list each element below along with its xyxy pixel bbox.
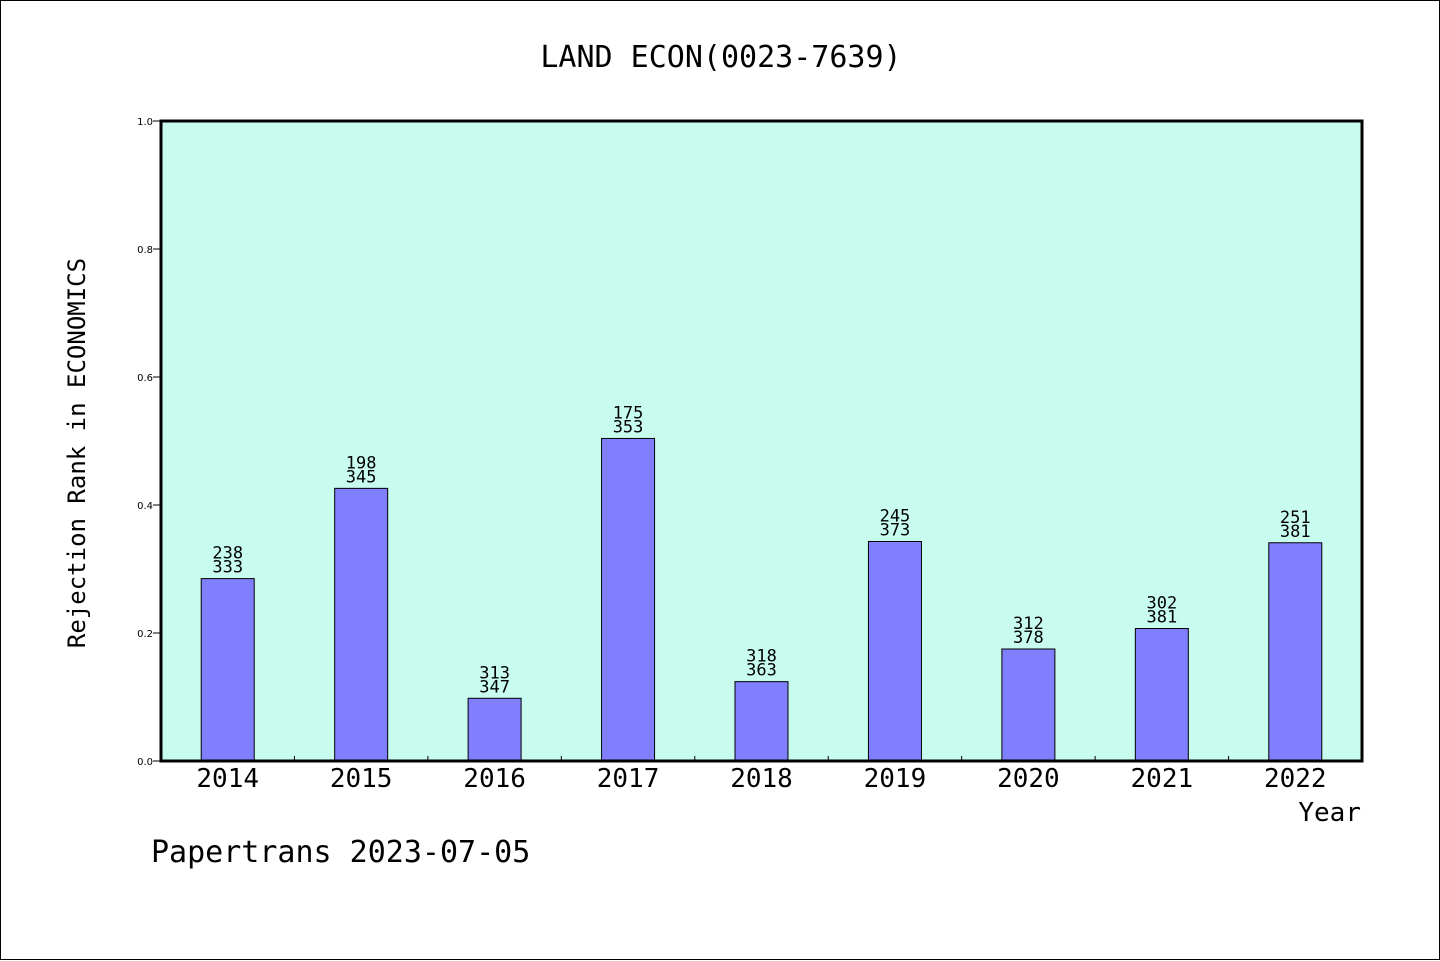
bar-2021 xyxy=(1134,628,1189,762)
x-tick-label: 2014 xyxy=(196,764,259,794)
bar-2014 xyxy=(200,578,255,762)
x-tick-label: 2022 xyxy=(1264,764,1327,794)
x-tick-label: 2021 xyxy=(1131,764,1194,794)
bar-label-bottom: 353 xyxy=(613,417,644,437)
bar-2022 xyxy=(1268,542,1323,762)
y-axis-ticks: 0.0 0.2 0.4 0.6 0.8 1.0 xyxy=(137,117,161,768)
bar-label-bottom: 333 xyxy=(212,558,243,578)
bar-2020 xyxy=(1001,648,1056,762)
bar-label-top: 245 xyxy=(880,506,911,526)
y-axis-label: Rejection Rank in ECONOMICS xyxy=(63,258,91,648)
bars: 2383331983453133471753533183632453733123… xyxy=(200,403,1323,762)
bar-label-top: 312 xyxy=(1013,614,1044,634)
bar-label-bottom: 363 xyxy=(746,661,777,681)
y-tick-label: 0.2 xyxy=(137,629,153,640)
bar-label-bottom: 345 xyxy=(346,467,377,487)
bar-label-bottom: 381 xyxy=(1280,522,1311,542)
bar-label-top: 251 xyxy=(1280,508,1311,528)
bar-label-bottom: 378 xyxy=(1013,628,1044,648)
bar-2017 xyxy=(601,437,656,762)
x-axis-label: Year xyxy=(1298,798,1361,828)
x-tick-label: 2017 xyxy=(597,764,660,794)
bar-label-bottom: 381 xyxy=(1146,608,1177,628)
x-tick-label: 2016 xyxy=(463,764,526,794)
bar-2015 xyxy=(334,487,389,762)
x-tick-label: 2018 xyxy=(730,764,793,794)
y-tick-label: 0.0 xyxy=(137,757,153,768)
chart-title: LAND ECON(0023-7639) xyxy=(540,40,901,75)
y-tick-label: 0.6 xyxy=(137,373,153,384)
bar-label-top: 198 xyxy=(346,453,377,473)
x-tick-label: 2019 xyxy=(864,764,927,794)
y-tick-label: 1.0 xyxy=(137,117,153,128)
bar-label-bottom: 373 xyxy=(880,520,911,540)
bar-2018 xyxy=(734,681,789,762)
footer-credit: Papertrans 2023-07-05 xyxy=(151,835,531,870)
x-tick-label: 2015 xyxy=(330,764,393,794)
bar-label-top: 318 xyxy=(746,647,777,667)
bar-label-top: 238 xyxy=(212,544,243,564)
bar-2019 xyxy=(867,540,922,762)
x-axis-tick-labels: 2014 2015 2016 2017 2018 2019 2020 2021 2022 xyxy=(196,756,1327,794)
bar-label-top: 302 xyxy=(1146,594,1177,614)
x-tick-label: 2020 xyxy=(997,764,1060,794)
plot-border xyxy=(159,119,1364,763)
bar-2016 xyxy=(467,697,522,762)
bar-label-bottom: 347 xyxy=(479,677,510,697)
bar-label-top: 313 xyxy=(479,663,510,683)
y-tick-label: 0.8 xyxy=(137,245,153,256)
bar-label-top: 175 xyxy=(613,403,644,423)
y-tick-label: 0.4 xyxy=(137,501,153,512)
